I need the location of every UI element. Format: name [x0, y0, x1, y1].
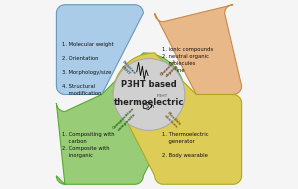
PathPatch shape	[56, 53, 185, 184]
Text: 1. Thermoelectric
    generator

2. Body wearable: 1. Thermoelectric generator 2. Body wear…	[162, 132, 209, 158]
Text: 1. Compositing with
    carbon
2. Composite with
    inorganic: 1. Compositing with carbon 2. Composite …	[62, 132, 115, 158]
PathPatch shape	[155, 5, 242, 136]
Text: n: n	[150, 104, 153, 109]
PathPatch shape	[113, 53, 242, 184]
PathPatch shape	[56, 5, 143, 136]
Text: 1. Molecular weight

2. Orientation

3. Morphology/size

4. Structural
    modif: 1. Molecular weight 2. Orientation 3. Mo…	[62, 42, 114, 96]
Text: 1. ionic compounds
2. neutral organic
    molecules
3. iodine: 1. ionic compounds 2. neutral organic mo…	[162, 47, 213, 73]
Text: Pristine
P3HT: Pristine P3HT	[118, 60, 137, 78]
Text: S: S	[145, 104, 148, 109]
Circle shape	[113, 59, 185, 130]
Text: P3HT: P3HT	[157, 94, 168, 98]
Text: Flexible
devices: Flexible devices	[163, 111, 182, 129]
Text: P3HT based: P3HT based	[121, 80, 177, 89]
Text: Chemical
doping: Chemical doping	[160, 58, 181, 80]
Text: Composition
composite: Composition composite	[112, 107, 139, 133]
Text: thermoelectric: thermoelectric	[114, 98, 184, 107]
